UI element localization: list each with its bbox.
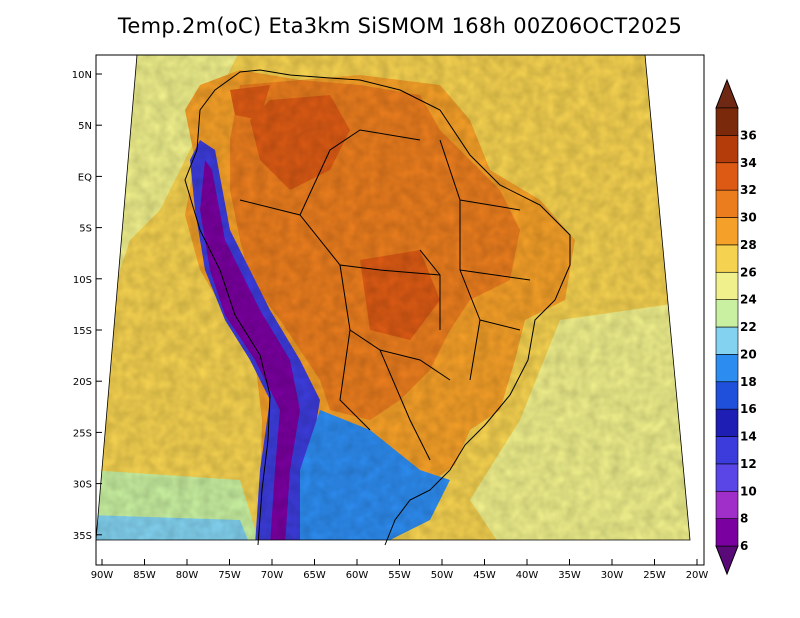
colorbar: 6 8 10 12 14 16 18 20 22 24 26 28 30 32 34 36: [715, 78, 757, 576]
coastlines-and-borders: [184, 69, 571, 546]
colorbar-label: 14: [740, 430, 757, 444]
colorbar-segment: [715, 354, 739, 383]
colorbar-label: 6: [740, 539, 748, 553]
y-tick-label: 10N: [72, 70, 92, 81]
brazil-internal-borders: [419, 139, 531, 381]
colorbar-label: 12: [740, 457, 757, 471]
y-tick-label: 30S: [73, 480, 92, 491]
colorbar-segment: [715, 436, 739, 465]
colorbar-label: 20: [740, 347, 757, 361]
colorbar-segment: [715, 518, 739, 547]
y-tick-label: 20S: [73, 377, 92, 388]
longitude-axis: 90W 85W 80W 75W 70W 65W 60W 55W 50W 45W 40W 35W 30W 2…: [91, 559, 709, 581]
colorbar-bottom-arrow: [715, 545, 739, 576]
country-borders: [239, 129, 451, 461]
colorbar-segment: [715, 217, 739, 246]
colorbar-segment: [715, 326, 739, 355]
temperature-field: [96, 55, 690, 540]
x-tick-label: 85W: [133, 570, 156, 581]
y-tick-label: 25S: [73, 428, 92, 439]
x-tick-label: 35W: [558, 570, 581, 581]
colorbar-label: 18: [740, 375, 757, 389]
map-title: Temp.2m(oC) Eta3km SiSMOM 168h 00Z06OCT2…: [117, 14, 683, 38]
colorbar-label: 34: [740, 156, 757, 170]
x-tick-label: 40W: [516, 570, 539, 581]
colorbar-segment: [715, 189, 739, 218]
colorbar-segment: [715, 490, 739, 519]
x-tick-label: 30W: [601, 570, 624, 581]
colorbar-top-arrow: [715, 78, 739, 109]
colorbar-label: 28: [740, 238, 757, 252]
x-tick-label: 75W: [218, 570, 241, 581]
colorbar-segment: [715, 244, 739, 273]
x-tick-label: 50W: [431, 570, 454, 581]
colorbar-label: 16: [740, 402, 757, 416]
colorbar-segment: [715, 162, 739, 191]
colorbar-label: 36: [740, 128, 757, 142]
x-tick-label: 90W: [91, 570, 114, 581]
y-tick-label: 35S: [73, 531, 92, 542]
colorbar-segment: [715, 381, 739, 410]
y-tick-label: 5N: [78, 121, 92, 132]
colorbar-label: 8: [740, 512, 748, 526]
colorbar-segment: [715, 107, 739, 136]
colorbar-label: 26: [740, 265, 757, 279]
x-tick-label: 65W: [303, 570, 326, 581]
field-texture: [96, 55, 690, 540]
latitude-axis: 10N 5N EQ 5S 10S 15S 20S 25S 30S 35S: [72, 70, 102, 542]
colorbar-segment: [715, 135, 739, 164]
colorbar-segment: [715, 299, 739, 328]
colorbar-segment: [715, 463, 739, 492]
colorbar-label: 22: [740, 320, 757, 334]
x-tick-label: 45W: [473, 570, 496, 581]
x-tick-label: 25W: [643, 570, 666, 581]
south-america-coastline: [184, 69, 571, 546]
colorbar-label: 10: [740, 484, 757, 498]
colorbar-label: 30: [740, 211, 757, 225]
x-tick-label: 20W: [686, 570, 709, 581]
x-tick-label: 70W: [261, 570, 284, 581]
colorbar-label: 24: [740, 293, 757, 307]
y-tick-label: 5S: [79, 224, 92, 235]
x-tick-label: 80W: [176, 570, 199, 581]
colorbar-segment: [715, 271, 739, 300]
x-tick-label: 55W: [388, 570, 411, 581]
y-tick-label: EQ: [78, 172, 92, 183]
y-tick-label: 15S: [73, 326, 92, 337]
x-tick-label: 60W: [346, 570, 369, 581]
colorbar-segment: [715, 408, 739, 437]
y-tick-label: 10S: [73, 275, 92, 286]
colorbar-label: 32: [740, 183, 757, 197]
